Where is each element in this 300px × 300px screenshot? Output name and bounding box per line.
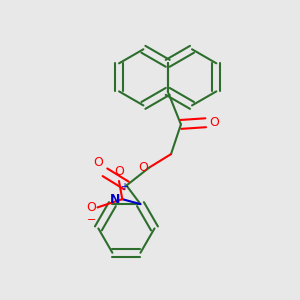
Text: O: O (209, 116, 219, 129)
Text: O: O (114, 165, 124, 178)
Text: O: O (86, 201, 96, 214)
Text: +: + (120, 182, 128, 192)
Text: −: − (86, 215, 96, 225)
Text: O: O (138, 161, 148, 174)
Text: N: N (110, 193, 121, 206)
Text: O: O (93, 156, 103, 169)
